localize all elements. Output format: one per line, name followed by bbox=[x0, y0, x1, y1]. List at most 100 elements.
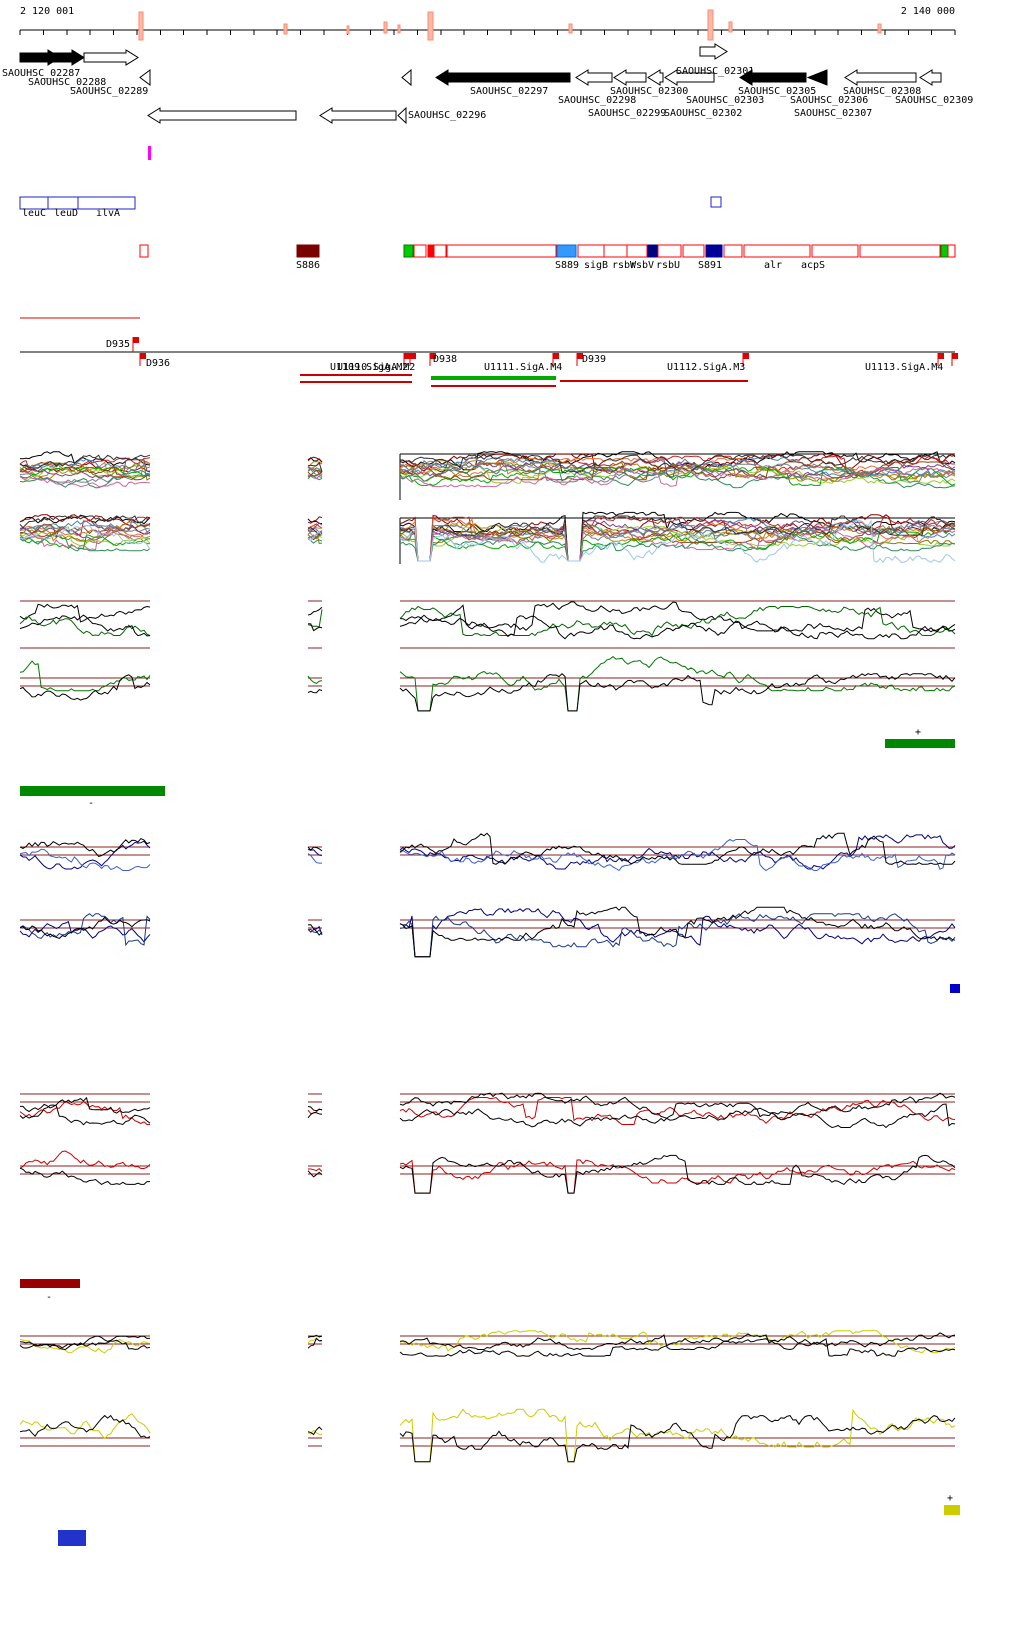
signal-trace bbox=[399, 515, 956, 562]
gene-arrow-SAOUHSC_02306[interactable] bbox=[806, 69, 828, 86]
signal-trace bbox=[399, 533, 956, 562]
gene-arrow-gene-row2-long[interactable] bbox=[147, 107, 297, 124]
signal-trace bbox=[399, 655, 956, 712]
feature-box-3[interactable] bbox=[413, 244, 427, 258]
signal-trace bbox=[307, 456, 323, 463]
gene-arrow-SAOUHSC_02302[interactable] bbox=[664, 69, 715, 86]
strand-sign: - bbox=[88, 798, 94, 809]
strand-sign: - bbox=[46, 1292, 52, 1303]
feature-box-20[interactable] bbox=[947, 244, 956, 258]
feature-box-8[interactable] bbox=[577, 244, 605, 258]
feature-label: S886 bbox=[296, 260, 320, 271]
signal-trace bbox=[19, 616, 151, 637]
feature-box-10[interactable] bbox=[626, 244, 648, 258]
feature-box-2[interactable] bbox=[403, 244, 414, 258]
gene-arrow-SAOUHSC_02305[interactable] bbox=[739, 69, 807, 86]
gene-arrow-SAOUHSC_02300[interactable] bbox=[613, 69, 647, 86]
signal-trace bbox=[20, 1096, 151, 1114]
signal-trace bbox=[399, 528, 955, 562]
gene-arrow-SAOUHSC_02288[interactable] bbox=[45, 49, 85, 66]
gene-arrow-arrowhead-c[interactable] bbox=[397, 106, 407, 125]
signal-panel-multi-b bbox=[19, 511, 956, 564]
signal-trace bbox=[399, 525, 956, 562]
tss-label: U1110.SigA.M2 bbox=[337, 362, 415, 373]
operon-box-ilvA[interactable] bbox=[77, 196, 136, 210]
signal-trace bbox=[19, 524, 151, 539]
gene-label: SAOUHSC_02301 bbox=[676, 66, 754, 77]
tss-flag bbox=[133, 337, 139, 343]
feature-box-16[interactable] bbox=[743, 244, 811, 258]
signal-trace bbox=[307, 516, 323, 524]
feature-box-4[interactable] bbox=[427, 244, 434, 258]
feature-box-7[interactable] bbox=[556, 244, 577, 258]
signal-trace bbox=[307, 853, 322, 864]
feature-label: rsbW bbox=[612, 260, 637, 271]
feature-box-17[interactable] bbox=[811, 244, 859, 258]
ruler-highlight bbox=[283, 23, 288, 35]
signal-trace bbox=[307, 1334, 323, 1338]
gene-arrow-SAOUHSC_02309[interactable] bbox=[919, 69, 942, 86]
signal-panel-multi-a bbox=[19, 451, 956, 500]
feature-box-19[interactable] bbox=[940, 244, 949, 258]
ruler-start-label: 2 120 001 bbox=[20, 6, 74, 17]
signal-panel-blue-a bbox=[19, 832, 956, 872]
gene-arrow-arrowhead-a[interactable] bbox=[139, 69, 151, 86]
gene-arrow-SAOUHSC_02308[interactable] bbox=[844, 69, 917, 86]
feature-box-13[interactable] bbox=[682, 244, 705, 258]
ruler-highlight bbox=[427, 11, 434, 41]
tss-label: D935 bbox=[106, 339, 130, 350]
gene-label: SAOUHSC_02297 bbox=[470, 86, 548, 97]
feature-box-5[interactable] bbox=[433, 244, 447, 258]
strand-bar bbox=[944, 1505, 960, 1515]
strand-bar bbox=[20, 1279, 80, 1288]
gene-label: SAOUHSC_02298 bbox=[558, 95, 636, 106]
signal-trace bbox=[399, 1336, 956, 1357]
tss-flag bbox=[553, 353, 559, 359]
gene-arrow-SAOUHSC_02296[interactable] bbox=[319, 107, 397, 124]
tss-label: D939 bbox=[582, 354, 606, 365]
signal-trace bbox=[19, 603, 151, 623]
signal-trace bbox=[399, 1102, 956, 1129]
signal-trace bbox=[399, 1096, 956, 1126]
signal-trace bbox=[19, 460, 151, 480]
feature-box-1[interactable] bbox=[296, 244, 320, 258]
gene-arrow-SAOUHSC_02297[interactable] bbox=[435, 69, 571, 86]
strand-sign: + bbox=[915, 727, 921, 738]
gene-arrow-SAOUHSC_02301[interactable] bbox=[699, 43, 728, 60]
feature-box-11[interactable] bbox=[647, 244, 658, 258]
feature-label: alr bbox=[764, 260, 782, 271]
signal-trace bbox=[19, 514, 151, 535]
axis-bar bbox=[431, 385, 556, 387]
axis-bar bbox=[560, 380, 748, 382]
signal-trace bbox=[19, 1339, 151, 1351]
signal-trace bbox=[19, 534, 151, 550]
gene-arrow-SAOUHSC_02289[interactable] bbox=[83, 49, 139, 66]
signal-trace bbox=[19, 454, 151, 469]
gene-arrow-arrowhead-b[interactable] bbox=[401, 68, 412, 87]
signal-trace bbox=[399, 906, 956, 958]
operon-box-extra[interactable] bbox=[710, 196, 722, 208]
feature-box-18[interactable] bbox=[859, 244, 941, 258]
ruler-highlight bbox=[707, 9, 714, 41]
feature-box-12[interactable] bbox=[657, 244, 682, 258]
gene-label: SAOUHSC_02306 bbox=[790, 95, 868, 106]
feature-box-0[interactable] bbox=[139, 244, 149, 258]
feature-box-14[interactable] bbox=[705, 244, 723, 258]
gene-label: SAOUHSC_02296 bbox=[408, 110, 486, 121]
feature-box-6[interactable] bbox=[446, 244, 557, 258]
feature-box-15[interactable] bbox=[723, 244, 743, 258]
ruler-highlight bbox=[397, 24, 401, 34]
gene-arrow-SAOUHSC_02299[interactable] bbox=[647, 69, 664, 86]
signal-trace bbox=[307, 1426, 323, 1436]
signal-trace bbox=[399, 1154, 956, 1194]
feature-box-9[interactable] bbox=[603, 244, 628, 258]
tss-flag bbox=[577, 353, 583, 359]
signal-trace bbox=[19, 514, 151, 525]
signal-trace bbox=[399, 454, 956, 474]
gene-arrow-SAOUHSC_02298[interactable] bbox=[575, 69, 613, 86]
signal-trace bbox=[307, 527, 323, 536]
signal-trace bbox=[399, 1330, 956, 1354]
signal-trace bbox=[19, 1338, 151, 1354]
signal-trace bbox=[399, 1408, 956, 1463]
